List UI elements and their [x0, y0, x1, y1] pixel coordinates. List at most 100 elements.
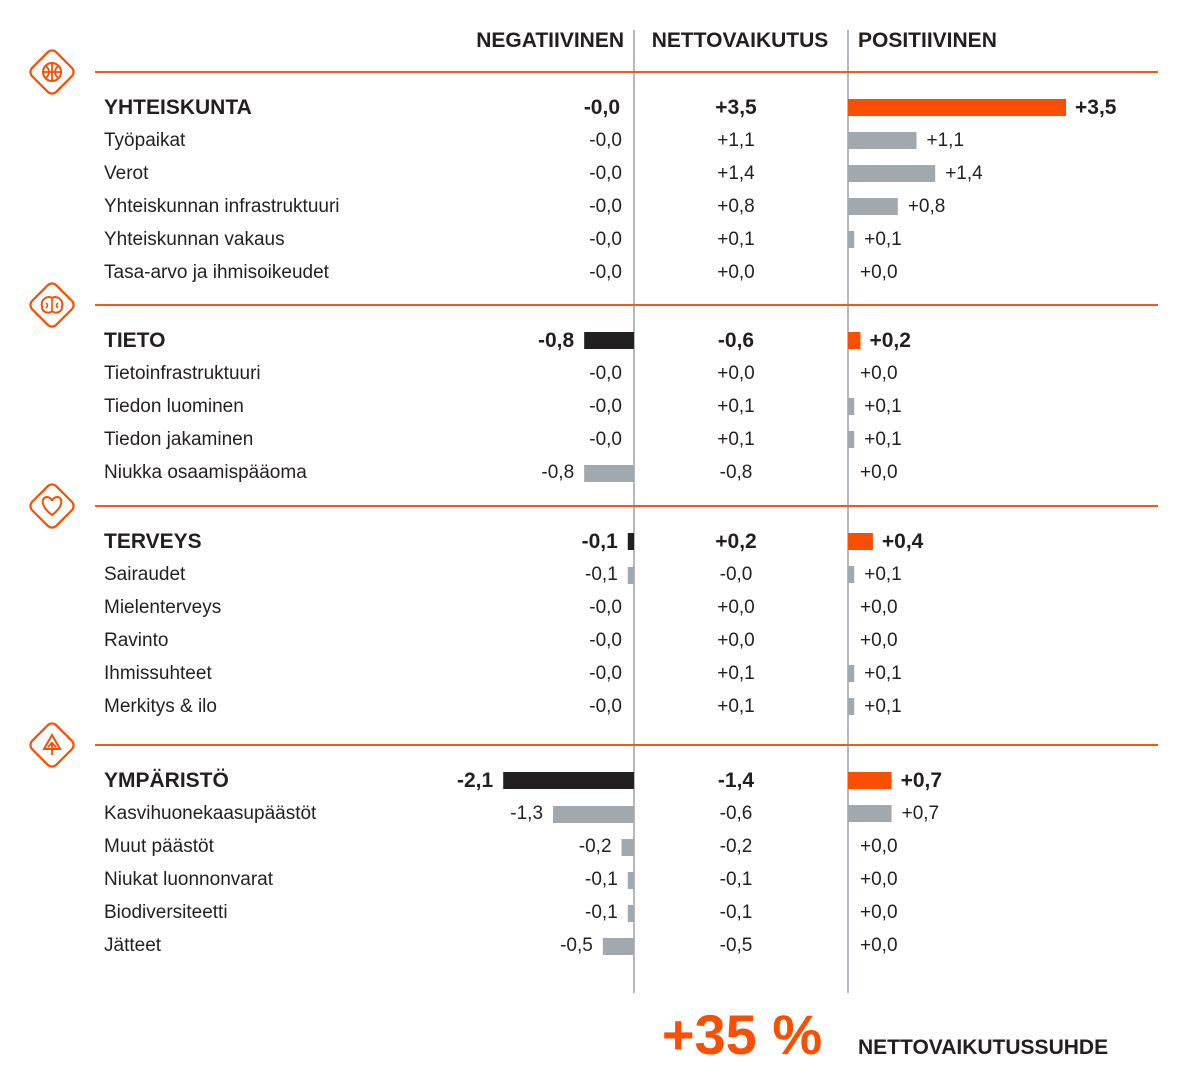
category-icons [29, 49, 75, 768]
item-positive-value: +0,1 [864, 663, 902, 684]
heart-icon [29, 483, 75, 529]
item-negative-value: -0,0 [589, 429, 622, 450]
item-label: Tiedon luominen [104, 396, 244, 417]
item-negative-value: -0,0 [589, 130, 622, 151]
category-positive-value: +0,4 [882, 530, 924, 553]
category-positive-bar [848, 332, 861, 349]
category-positive-bar [848, 99, 1066, 116]
category-positive-value: +0,7 [901, 769, 942, 792]
item-negative-bar [602, 938, 634, 955]
icon-glyph [42, 732, 62, 755]
item-positive-bar [848, 665, 855, 682]
item-negative-value: -0,0 [589, 363, 622, 384]
item-negative-value: -0,1 [585, 869, 618, 890]
item-net-value: -0,1 [720, 902, 753, 923]
item-label: Tiedon jakaminen [104, 429, 253, 450]
item-net-value: -0,8 [720, 462, 753, 483]
item-label: Verot [104, 163, 149, 184]
item-positive-value: +0,0 [860, 836, 898, 857]
chart-rows: YHTEISKUNTA -0,0 +3,5 +3,5 Työpaikat -0,0 +1,1… [95, 71, 1158, 956]
item-label: Yhteiskunnan infrastruktuuri [104, 196, 340, 217]
item-net-value: -0,5 [720, 935, 753, 956]
category-label: TERVEYS [104, 530, 202, 553]
header-negative: NEGATIIVINEN [476, 29, 624, 52]
item-positive-value: +0,0 [860, 363, 898, 384]
category-negative-bar [584, 332, 634, 349]
icon-glyph [41, 495, 63, 517]
category-net-value: -1,4 [718, 769, 755, 792]
item-label: Muut päästöt [104, 836, 215, 857]
item-label: Tietoinfrastruktuuri [104, 363, 261, 384]
item-positive-bar [848, 132, 917, 149]
item-net-value: +0,8 [717, 196, 755, 217]
item-positive-value: +1,4 [945, 163, 983, 184]
item-positive-value: +0,0 [860, 262, 898, 283]
item-positive-value: +0,1 [864, 396, 902, 417]
item-negative-value: -1,3 [510, 803, 543, 824]
item-positive-bar [848, 198, 898, 215]
item-label: Ravinto [104, 630, 168, 651]
category-label: YHTEISKUNTA [104, 96, 252, 119]
item-positive-value: +0,0 [860, 597, 898, 618]
item-negative-bar [627, 872, 634, 889]
item-net-value: +0,1 [717, 696, 755, 717]
category-net-value: +3,5 [715, 96, 757, 119]
item-net-value: +0,0 [717, 630, 755, 651]
item-label: Työpaikat [104, 130, 186, 151]
item-net-value: +0,1 [717, 429, 755, 450]
item-negative-value: -0,0 [589, 630, 622, 651]
item-positive-bar [848, 431, 855, 448]
item-label: Jätteet [104, 935, 162, 956]
net-impact-ratio-value: +35 % [662, 1003, 822, 1066]
category-negative-value: -0,0 [584, 96, 620, 119]
item-negative-value: -0,0 [589, 196, 622, 217]
icon-glyph [40, 296, 64, 314]
item-negative-value: -0,0 [589, 696, 622, 717]
item-negative-value: -0,0 [589, 396, 622, 417]
item-label: Merkitys & ilo [104, 696, 217, 717]
item-positive-bar [848, 231, 855, 248]
item-positive-value: +0,1 [864, 229, 902, 250]
category-label: YMPÄRISTÖ [104, 769, 229, 792]
item-net-value: +0,0 [717, 363, 755, 384]
item-negative-value: -0,8 [541, 462, 574, 483]
item-label: Niukka osaamispääoma [104, 462, 307, 483]
category-negative-value: -0,1 [582, 530, 619, 553]
item-label: Niukat luonnonvarat [104, 869, 274, 890]
item-label: Kasvihuonekaasupäästöt [104, 803, 317, 824]
item-positive-bar [848, 566, 855, 583]
item-net-value: +0,0 [717, 597, 755, 618]
item-label: Mielenterveys [104, 597, 221, 618]
header-net: NETTOVAIKUTUS [652, 29, 829, 52]
item-negative-value: -0,0 [589, 163, 622, 184]
item-positive-value: +0,1 [864, 696, 902, 717]
item-net-value: -0,0 [720, 564, 753, 585]
item-positive-value: +0,8 [908, 196, 946, 217]
item-net-value: -0,2 [720, 836, 753, 857]
item-label: Yhteiskunnan vakaus [104, 229, 285, 250]
item-net-value: +1,4 [717, 163, 755, 184]
item-net-value: -0,6 [720, 803, 753, 824]
category-negative-bar [503, 772, 634, 789]
category-net-value: +0,2 [715, 530, 756, 553]
item-positive-value: +0,0 [860, 869, 898, 890]
item-label: Sairaudet [104, 564, 186, 585]
icon-glyph [42, 62, 62, 82]
item-negative-bar [553, 806, 634, 823]
item-negative-value: -0,0 [589, 663, 622, 684]
item-positive-bar [848, 698, 855, 715]
item-label: Ihmissuhteet [104, 663, 212, 684]
item-positive-value: +0,1 [864, 429, 902, 450]
category-positive-bar [848, 772, 892, 789]
item-negative-value: -0,0 [589, 229, 622, 250]
item-negative-value: -0,1 [585, 564, 618, 585]
item-negative-value: -0,0 [589, 262, 622, 283]
category-positive-value: +0,2 [869, 329, 910, 352]
item-label: Tasa-arvo ja ihmisoikeudet [104, 262, 330, 283]
item-negative-value: -0,1 [585, 902, 618, 923]
item-net-value: +1,1 [717, 130, 755, 151]
item-positive-value: +0,0 [860, 630, 898, 651]
item-negative-bar [627, 567, 634, 584]
item-positive-value: +1,1 [927, 130, 965, 151]
